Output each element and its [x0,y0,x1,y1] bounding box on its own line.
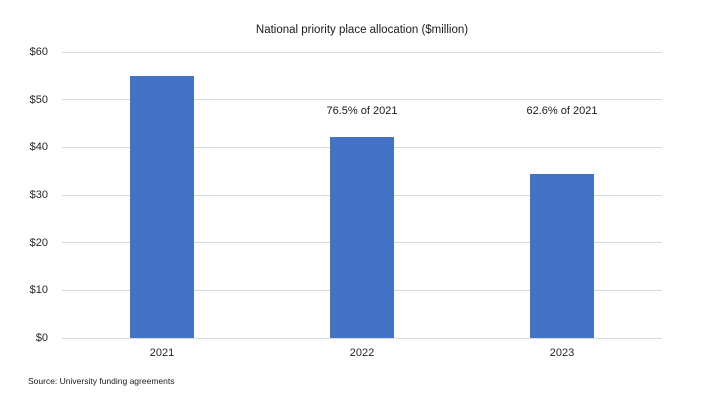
plot-area [62,51,662,339]
annotations-layer: 76.5% of 2021 62.6% of 2021 [62,104,662,120]
y-tick-label-40: $40 [29,141,48,154]
y-tick-label-50: $50 [29,93,48,106]
annotation-2022: 76.5% of 2021 [326,105,398,117]
x-axis: 2021 2022 2023 [62,346,662,362]
bar-2021 [130,75,194,338]
source-note: Source: University funding agreements [28,376,175,386]
chart-title: National priority place allocation ($mil… [255,24,469,36]
gridline-0 [62,337,662,339]
x-tick-label-2023: 2023 [549,347,575,359]
y-tick-label-30: $30 [29,189,48,201]
y-tick-label-10: $10 [29,284,48,297]
x-tick-label-2021: 2021 [149,347,175,359]
y-tick-label-60: $60 [29,46,48,58]
x-tick-label-2022: 2022 [349,347,375,359]
gridline-60 [62,51,662,53]
y-tick-label-20: $20 [29,236,48,249]
bar-2023 [530,174,594,338]
bar-2022 [330,137,394,338]
y-tick-label-0: $0 [35,332,48,344]
gridline-50 [62,99,662,101]
y-axis: $0 $10 $20 $30 $40 $50 $60 [0,0,48,405]
annotation-2023: 62.6% of 2021 [526,105,598,117]
